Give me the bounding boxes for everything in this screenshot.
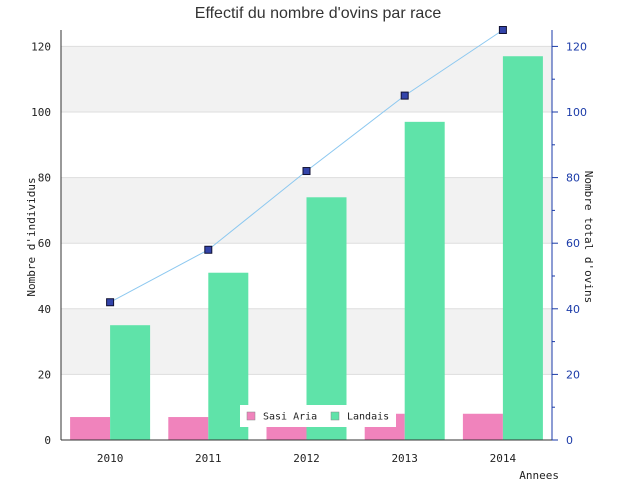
x-tick-label: 2013 bbox=[391, 452, 418, 465]
y-tick-label: 80 bbox=[38, 172, 51, 185]
legend-label-sasi-aria: Sasi Aria bbox=[263, 412, 317, 423]
y2-axis-label: Nombre total d'ovins bbox=[582, 171, 595, 303]
y-axis-label: Nombre d'individus bbox=[25, 177, 38, 296]
y-tick-label: 40 bbox=[38, 303, 51, 316]
y2-tick-label: 0 bbox=[566, 434, 573, 447]
y-tick-label: 0 bbox=[44, 434, 51, 447]
plot-band bbox=[61, 46, 552, 112]
total-line-point bbox=[400, 91, 409, 100]
x-tick-labels: 2010 2011 2012 2013 2014 bbox=[97, 452, 517, 465]
bars bbox=[70, 56, 543, 441]
x-tick-label: 2010 bbox=[97, 452, 124, 465]
legend-swatch-landais bbox=[330, 411, 340, 421]
bar-landais bbox=[502, 56, 543, 441]
total-line-point bbox=[204, 245, 213, 254]
chart-title: Effectif du nombre d'ovins par race bbox=[195, 5, 442, 22]
y2-tick-label: 120 bbox=[566, 40, 587, 53]
axes bbox=[60, 30, 558, 441]
x-axis-label: Annees bbox=[519, 469, 559, 480]
x-tick-label: 2014 bbox=[490, 452, 517, 465]
total-line-point bbox=[106, 298, 115, 307]
y2-tick-labels: 0 20 40 60 80 100 120 bbox=[566, 40, 587, 447]
legend-label-landais: Landais bbox=[347, 412, 389, 423]
plot-band bbox=[61, 112, 552, 178]
total-line-point bbox=[498, 26, 507, 34]
bar-landais bbox=[404, 121, 445, 440]
y-tick-labels: 0 20 40 60 80 100 120 bbox=[31, 40, 51, 447]
bar-landais bbox=[306, 197, 347, 440]
legend-swatch-sasi-aria bbox=[246, 411, 256, 421]
y-tick-label: 120 bbox=[31, 40, 51, 53]
plot-band bbox=[61, 30, 552, 47]
y2-tick-label: 60 bbox=[566, 237, 580, 250]
y2-tick-label: 40 bbox=[566, 303, 580, 316]
total-line bbox=[106, 26, 507, 307]
legend: Sasi Aria Landais bbox=[240, 405, 396, 427]
y-tick-label: 100 bbox=[31, 106, 51, 119]
total-line-point bbox=[302, 167, 311, 176]
y2-tick-label: 100 bbox=[566, 106, 587, 119]
legend-background bbox=[240, 405, 396, 427]
bar-sasi-aria bbox=[168, 417, 209, 440]
bar-sasi-aria bbox=[70, 417, 111, 440]
y-tick-label: 60 bbox=[38, 237, 51, 250]
bar-sasi-aria bbox=[462, 413, 503, 440]
y-tick-label: 20 bbox=[38, 368, 51, 381]
bar-landais bbox=[110, 325, 151, 440]
y2-tick-label: 80 bbox=[566, 172, 580, 185]
y2-tick-label: 20 bbox=[566, 368, 580, 381]
plot-bands bbox=[61, 30, 552, 440]
x-tick-label: 2012 bbox=[293, 452, 320, 465]
x-tick-label: 2011 bbox=[195, 452, 222, 465]
